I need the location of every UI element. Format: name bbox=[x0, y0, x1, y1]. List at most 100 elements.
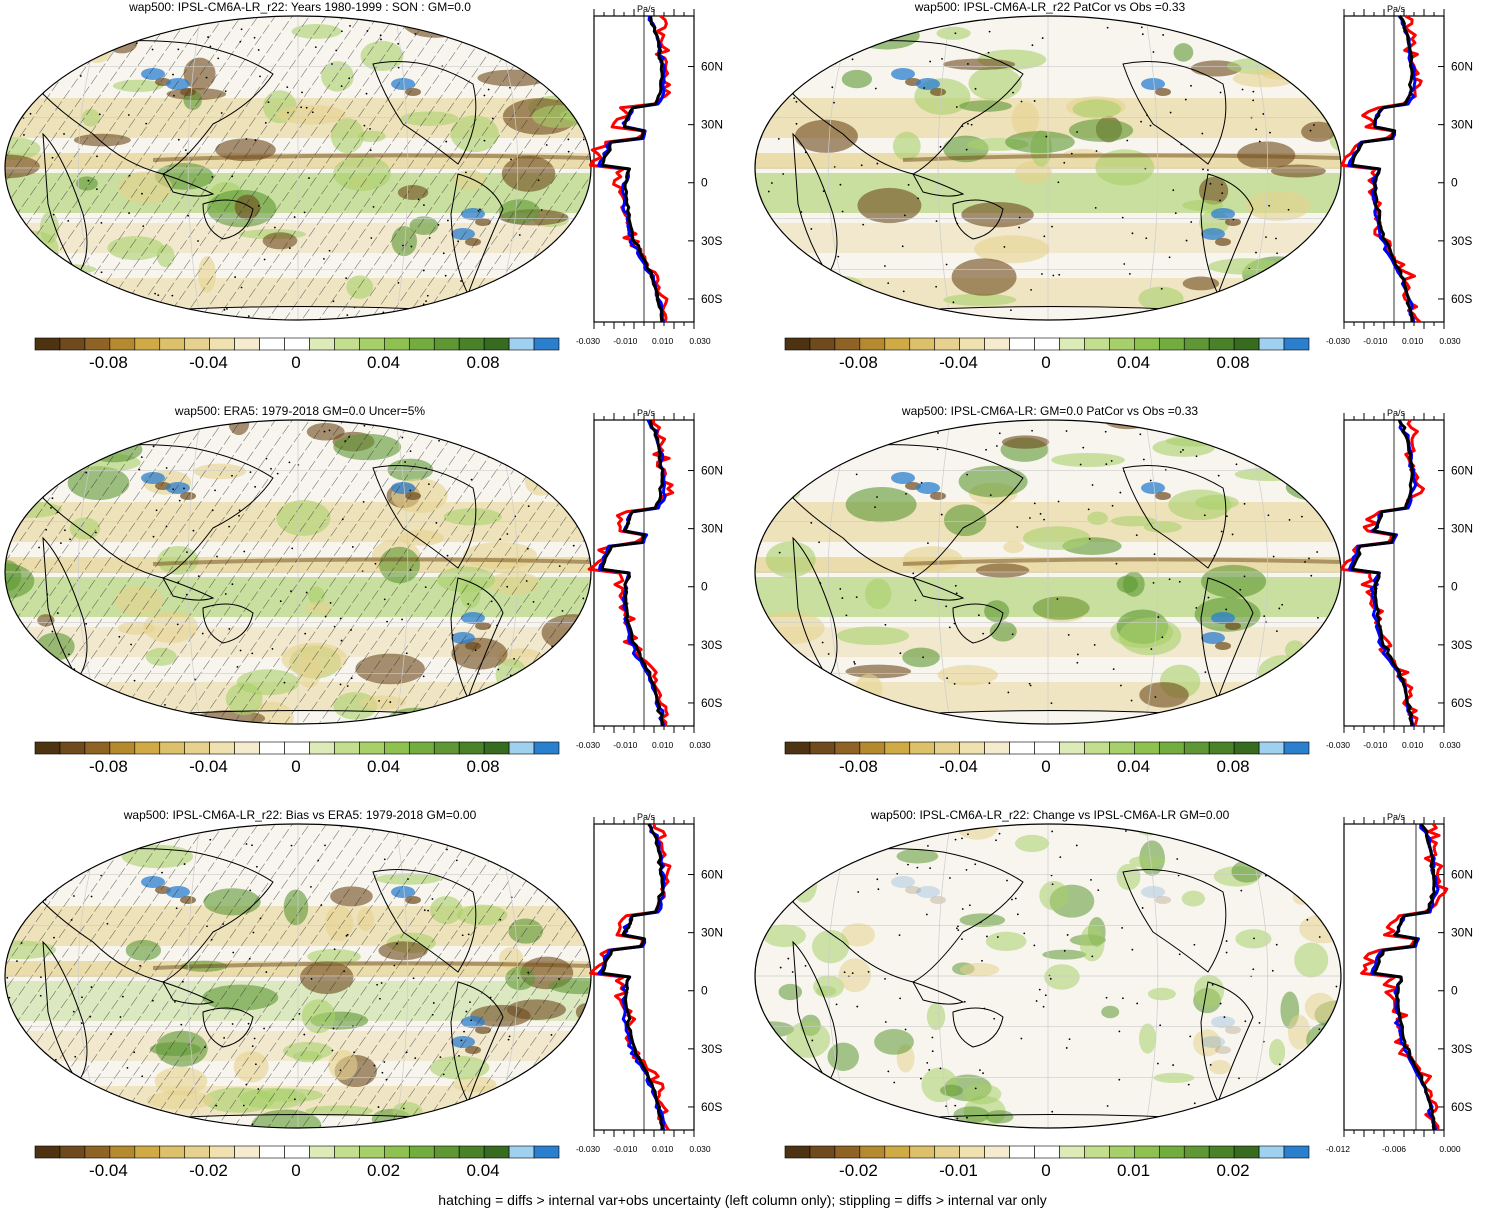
colorbar-swatch bbox=[109, 1145, 136, 1159]
robinson-map bbox=[754, 419, 1342, 725]
colorbar-swatch bbox=[834, 1145, 861, 1159]
lat-tick-label: 30S bbox=[1451, 1042, 1472, 1056]
lat-tick-label: 0 bbox=[1451, 984, 1458, 998]
colorbar-swatch bbox=[1258, 741, 1285, 755]
colorbar-swatch bbox=[508, 1145, 535, 1159]
colorbar-swatch bbox=[209, 741, 235, 755]
colorbar-swatch bbox=[159, 1145, 186, 1159]
colorbar-swatch bbox=[184, 741, 210, 755]
colorbar-tick-label: -0.02 bbox=[839, 1161, 878, 1180]
colorbar-labels: -0.04 -0.02 0 0.02 0.04 bbox=[34, 1161, 558, 1185]
colorbar-swatch bbox=[1283, 1145, 1310, 1159]
lat-tick-label: 60N bbox=[1451, 464, 1473, 478]
colorbar-swatch bbox=[1109, 337, 1135, 351]
colorbar-tick-label: 0 bbox=[1041, 757, 1051, 776]
zonal-curve bbox=[1372, 823, 1436, 1131]
colorbar-swatch bbox=[1233, 741, 1260, 755]
colorbar-swatch bbox=[1034, 337, 1060, 351]
colorbar-swatch bbox=[359, 741, 385, 755]
colorbar-swatch bbox=[309, 1145, 335, 1159]
lat-tick-label: 30N bbox=[701, 522, 723, 536]
colorbar-swatch bbox=[533, 741, 560, 755]
lat-tick-label: 30N bbox=[701, 926, 723, 940]
colorbar-tick-label: -0.08 bbox=[839, 757, 878, 776]
colorbar-swatch bbox=[34, 337, 61, 351]
colorbar-swatch bbox=[984, 1145, 1010, 1159]
colorbar-swatch bbox=[533, 337, 560, 351]
zonal-x-tick-label: 0.010 bbox=[652, 336, 674, 344]
colorbar-swatch bbox=[1183, 741, 1210, 755]
zonal-mean-plot: Pa/s 60N 30N 0 30S 60S -0.030 -0.010 0.010 0.030 bbox=[576, 812, 723, 1152]
colorbar-tick-label: 0.04 bbox=[366, 353, 401, 372]
colorbar-swatch bbox=[384, 741, 410, 755]
colorbar-swatch bbox=[34, 741, 61, 755]
colorbar-tick-label: 0.04 bbox=[1116, 757, 1151, 776]
zonal-unit-label: Pa/s bbox=[637, 812, 656, 822]
lat-tick-label: 30S bbox=[1451, 234, 1472, 248]
colorbar-swatch bbox=[1109, 741, 1135, 755]
colorbar-swatch bbox=[884, 337, 911, 351]
colorbar-swatch bbox=[334, 337, 360, 351]
panel-title: wap500: IPSL-CM6A-LR: GM=0.0 PatCor vs O… bbox=[901, 404, 1199, 418]
zonal-x-tick-label: 0.010 bbox=[652, 1144, 674, 1152]
colorbar-swatch bbox=[109, 741, 136, 755]
colorbar-tick-label: 0.01 bbox=[1116, 1161, 1151, 1180]
colorbar-swatch bbox=[834, 741, 861, 755]
colorbar-swatch bbox=[859, 337, 886, 351]
colorbar-swatch bbox=[483, 337, 510, 351]
lat-tick-label: 60N bbox=[701, 868, 723, 882]
zonal-x-tick-label: -0.010 bbox=[613, 1144, 637, 1152]
zonal-x-tick-label: 0.030 bbox=[689, 336, 711, 344]
colorbar-swatch bbox=[134, 337, 161, 351]
zonal-x-tick-label: -0.010 bbox=[613, 336, 637, 344]
colorbar-swatch bbox=[234, 337, 260, 351]
lat-tick-label: 60N bbox=[701, 464, 723, 478]
lat-tick-label: 60S bbox=[701, 1100, 722, 1114]
zonal-x-tick-label: 0.030 bbox=[1439, 336, 1461, 344]
zonal-unit-label: Pa/s bbox=[637, 4, 656, 14]
lat-tick-label: 60S bbox=[1451, 292, 1472, 306]
zonal-x-tick-label: -0.010 bbox=[1363, 336, 1387, 344]
colorbar-swatch bbox=[134, 741, 161, 755]
zonal-unit-label: Pa/s bbox=[1387, 4, 1406, 14]
panel-4: wap500: IPSL-CM6A-LR: GM=0.0 PatCor vs O… bbox=[750, 404, 1485, 804]
colorbar-tick-label: 0.08 bbox=[1216, 757, 1250, 776]
colorbar bbox=[34, 337, 560, 351]
panel-title: wap500: IPSL-CM6A-LR_r22 PatCor vs Obs =… bbox=[914, 0, 1186, 14]
colorbar-swatch bbox=[408, 1145, 435, 1159]
panel-title: wap500: IPSL-CM6A-LR_r22: Years 1980-199… bbox=[129, 0, 471, 14]
colorbar-swatch bbox=[1059, 337, 1085, 351]
colorbar-swatch bbox=[934, 741, 960, 755]
colorbar-swatch bbox=[1283, 741, 1310, 755]
colorbar-swatch bbox=[1134, 741, 1160, 755]
colorbar-swatch bbox=[408, 741, 435, 755]
zonal-curve bbox=[1350, 419, 1414, 727]
colorbar-swatch bbox=[433, 337, 460, 351]
colorbar bbox=[784, 337, 1310, 351]
zonal-x-tick-label: 0.000 bbox=[1439, 1144, 1461, 1152]
colorbar-swatch bbox=[1059, 1145, 1085, 1159]
colorbar-swatch bbox=[784, 741, 811, 755]
robinson-map bbox=[754, 823, 1342, 1129]
colorbar-swatch bbox=[809, 1145, 836, 1159]
colorbar-swatch bbox=[1233, 337, 1260, 351]
colorbar-swatch bbox=[84, 1145, 111, 1159]
colorbar-swatch bbox=[1009, 741, 1035, 755]
colorbar-swatch bbox=[284, 741, 310, 755]
colorbar-swatch bbox=[134, 1145, 161, 1159]
colorbar-tick-label: -0.08 bbox=[839, 353, 878, 372]
colorbar bbox=[34, 1145, 560, 1159]
colorbar-swatch bbox=[359, 1145, 385, 1159]
colorbar-tick-label: 0.04 bbox=[466, 1161, 500, 1180]
colorbar-tick-label: 0 bbox=[291, 353, 301, 372]
colorbar-swatch bbox=[234, 741, 260, 755]
colorbar bbox=[784, 1145, 1310, 1159]
panel-1: wap500: IPSL-CM6A-LR_r22: Years 1980-199… bbox=[0, 0, 740, 400]
panel-5: wap500: IPSL-CM6A-LR_r22: Bias vs ERA5: … bbox=[0, 808, 740, 1208]
colorbar-tick-label: 0.08 bbox=[1216, 353, 1250, 372]
colorbar-swatch bbox=[1258, 1145, 1285, 1159]
colorbar-tick-label: 0 bbox=[1041, 353, 1051, 372]
colorbar-swatch bbox=[909, 1145, 936, 1159]
colorbar-tick-label: -0.02 bbox=[189, 1161, 228, 1180]
colorbar-swatch bbox=[984, 741, 1010, 755]
